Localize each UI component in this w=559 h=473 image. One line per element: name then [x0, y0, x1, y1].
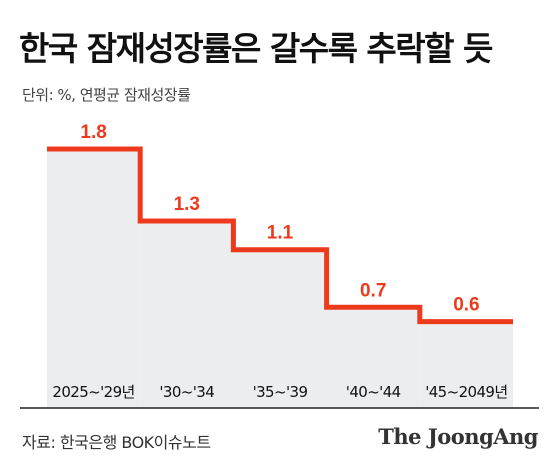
chart-title: 한국 잠재성장률은 갈수록 추락할 듯 [19, 29, 493, 68]
category-label-4: '45~2049년 [425, 383, 507, 401]
bar-4 [419, 321, 513, 408]
value-label-4: 0.6 [453, 295, 479, 316]
bar-3 [326, 307, 420, 408]
value-label-0: 1.8 [80, 122, 106, 143]
category-label-0: 2025~'29년 [52, 383, 134, 401]
bar-2 [233, 249, 327, 408]
value-label-3: 0.7 [360, 280, 386, 301]
category-label-1: '30~'34 [159, 383, 214, 401]
value-label-2: 1.1 [267, 223, 294, 244]
brand-logo: The JoongAng [378, 424, 538, 449]
step-line-series [47, 146, 513, 325]
unit-note: 단위: %, 연평균 잠재성장률 [22, 86, 191, 104]
source-note: 자료: 한국은행 BOK이슈노트 [22, 433, 211, 452]
category-label-2: '35~'39 [253, 383, 308, 401]
bar-1 [140, 220, 234, 408]
value-label-1: 1.3 [174, 194, 200, 215]
bar-0 [47, 149, 141, 408]
category-label-3: '40~'44 [346, 383, 401, 401]
